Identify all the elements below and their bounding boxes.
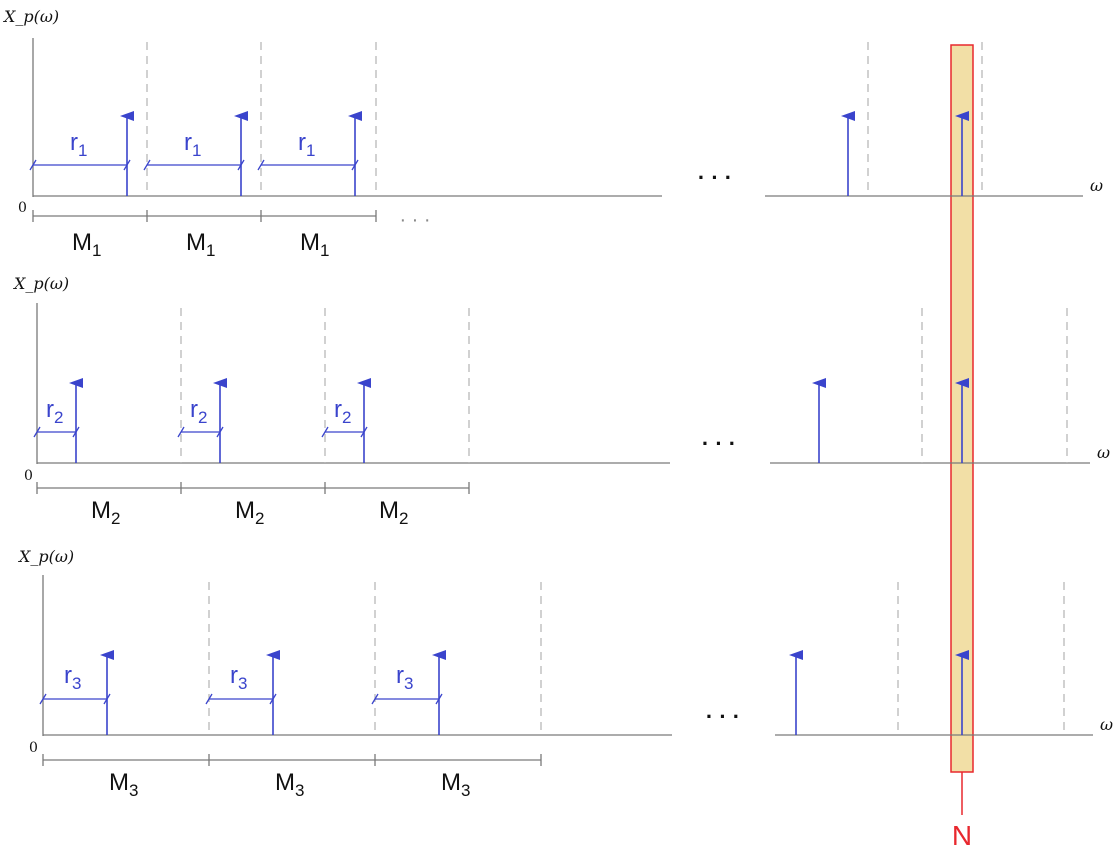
row1-r-label: r1 bbox=[298, 129, 315, 160]
row2-origin-label: 0 bbox=[24, 468, 33, 484]
row1-m-label: M1 bbox=[300, 229, 329, 260]
row1-y-axis-label: X_p(ω) bbox=[2, 7, 59, 26]
row2-r-label: r2 bbox=[46, 396, 63, 427]
row-3: X_p(ω) ω 0 · · · bbox=[17, 547, 1113, 800]
row1-x-axis-label: ω bbox=[1090, 176, 1103, 195]
row2-r-label: r2 bbox=[334, 396, 351, 427]
row2-r-bracket bbox=[33, 426, 80, 438]
row2-r-bracket bbox=[177, 426, 224, 438]
row3-x-axis-label: ω bbox=[1100, 715, 1113, 734]
row2-m-label: M2 bbox=[91, 497, 120, 528]
row-1: X_p(ω) ω 0 · · · bbox=[2, 7, 1103, 260]
row1-origin-label: 0 bbox=[18, 200, 27, 216]
row3-r-label: r3 bbox=[230, 662, 247, 693]
row3-r-bracket bbox=[371, 693, 443, 705]
row2-x-axis-label: ω bbox=[1097, 443, 1110, 462]
row1-r-bracket bbox=[29, 159, 131, 171]
row3-r-bracket bbox=[39, 693, 111, 705]
row2-continuation-dots: · · · bbox=[702, 431, 736, 456]
row2-y-axis-label: X_p(ω) bbox=[12, 274, 69, 293]
row1-bottom-dots: · · · bbox=[399, 209, 430, 231]
row2-r-bracket bbox=[321, 426, 368, 438]
row2-m-label: M2 bbox=[379, 497, 408, 528]
row1-m-bracket bbox=[32, 210, 377, 222]
row3-m-bracket bbox=[42, 754, 542, 766]
row1-r-bracket bbox=[257, 159, 359, 171]
row-2: X_p(ω) ω 0 · · · bbox=[12, 274, 1110, 528]
row3-m-label: M3 bbox=[109, 769, 138, 800]
row3-m-label: M3 bbox=[275, 769, 304, 800]
row1-r-label: r1 bbox=[184, 129, 201, 160]
row1-r-bracket bbox=[143, 159, 245, 171]
highlight-label-n: N bbox=[952, 820, 972, 850]
row3-continuation-dots: · · · bbox=[706, 704, 740, 729]
row1-m-label: M1 bbox=[72, 229, 101, 260]
row3-r-bracket bbox=[205, 693, 277, 705]
row3-m-label: M3 bbox=[441, 769, 470, 800]
row2-m-bracket bbox=[36, 482, 470, 494]
row1-r-label: r1 bbox=[70, 129, 87, 160]
row1-continuation-dots: · · · bbox=[698, 165, 732, 190]
row2-m-label: M2 bbox=[235, 497, 264, 528]
row3-r-label: r3 bbox=[64, 662, 81, 693]
row3-origin-label: 0 bbox=[29, 740, 38, 756]
row2-r-label: r2 bbox=[190, 396, 207, 427]
row3-y-axis-label: X_p(ω) bbox=[17, 547, 74, 566]
row1-m-label: M1 bbox=[186, 229, 215, 260]
row3-r-label: r3 bbox=[396, 662, 413, 693]
